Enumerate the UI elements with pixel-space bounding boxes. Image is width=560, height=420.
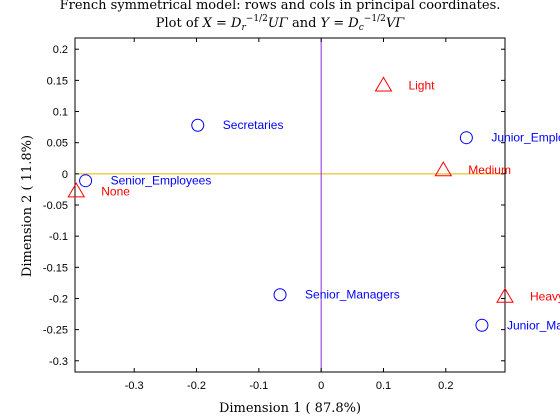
title-y-d: D [347,16,359,31]
x-axis-ticks: -0.3 -0.2 -0.1 0 0.1 0.2 [125,38,453,392]
x-tick-label: 0.2 [438,380,453,392]
y-tick-label: -0.25 [43,325,68,337]
title-y-sup: −1/2 [364,14,386,24]
x-tick-label: -0.2 [187,380,206,392]
point-label: Senior_Employees [111,174,212,188]
triangle-marker [67,182,86,198]
title-x-d: D [230,16,242,31]
y-tick-label: -0.05 [43,200,68,212]
x-tick-label: -0.1 [249,380,268,392]
y-axis-ticks: 0.2 0.15 0.1 0.05 0 -0.05 -0.1 -0.15 -0.2 -0.25 -0… [43,44,505,368]
circle-marker [273,288,287,302]
title-y-lhs: Y [321,16,331,31]
chart-title: French symmetrical model: rows and cols … [60,0,501,33]
point-label: Junior_Employees [491,131,560,145]
plot-border [74,37,506,373]
point-label: Senior_Managers [305,288,400,302]
y-tick-label: -0.2 [49,293,68,305]
point-label: Light [408,78,435,92]
title-x-lhs: X [202,16,213,31]
y-tick-label: 0.1 [53,107,68,119]
data-marks: Secretaries Junior_Employees Senior_Employ… [67,76,560,332]
title-x-rhs: UΓ [268,16,289,31]
circle-marker [475,318,489,332]
reference-lines [75,38,505,372]
x-tick-label: -0.3 [125,380,144,392]
title-mid: and [288,16,321,31]
chart-title-line1: French symmetrical model: rows and cols … [60,0,501,13]
x-tick-label: 0 [318,380,324,392]
y-tick-label: 0.2 [53,44,68,56]
circle-marker [79,174,93,188]
point-label: Medium [468,163,511,177]
triangle-marker [374,76,393,92]
title-y-sub: c [359,23,364,33]
point-label: None [101,184,130,198]
triangle-marker [496,287,514,303]
chart-title-line2: Plot of X = Dr−1/2UΓ and Y = Dc−1/2VΓ [156,14,405,33]
x-axis-label: Dimension 1 ( 87.8%) [219,401,361,416]
point-label: Secretaries [223,118,284,132]
y-tick-label: 0.05 [47,138,68,150]
title-y-rhs: VΓ [386,16,405,31]
y-tick-label: -0.15 [43,262,68,274]
title-x-sup: −1/2 [246,14,268,24]
y-tick-label: 0.15 [47,75,68,87]
y-tick-label: 0 [62,169,68,181]
point-label: Heavy [530,290,560,304]
y-axis-label: Dimension 2 ( 11.8%) [20,135,35,277]
circle-marker [191,118,205,132]
triangle-marker [434,161,453,177]
x-tick-label: 0.1 [376,380,391,392]
plot-area [74,37,506,373]
title-prefix: Plot of [156,16,203,31]
point-label: Junior_Managers [507,318,560,332]
circle-marker [459,131,473,145]
title-x-sub: r [241,23,246,33]
y-tick-label: -0.1 [49,231,68,243]
y-tick-label: -0.3 [49,356,68,368]
